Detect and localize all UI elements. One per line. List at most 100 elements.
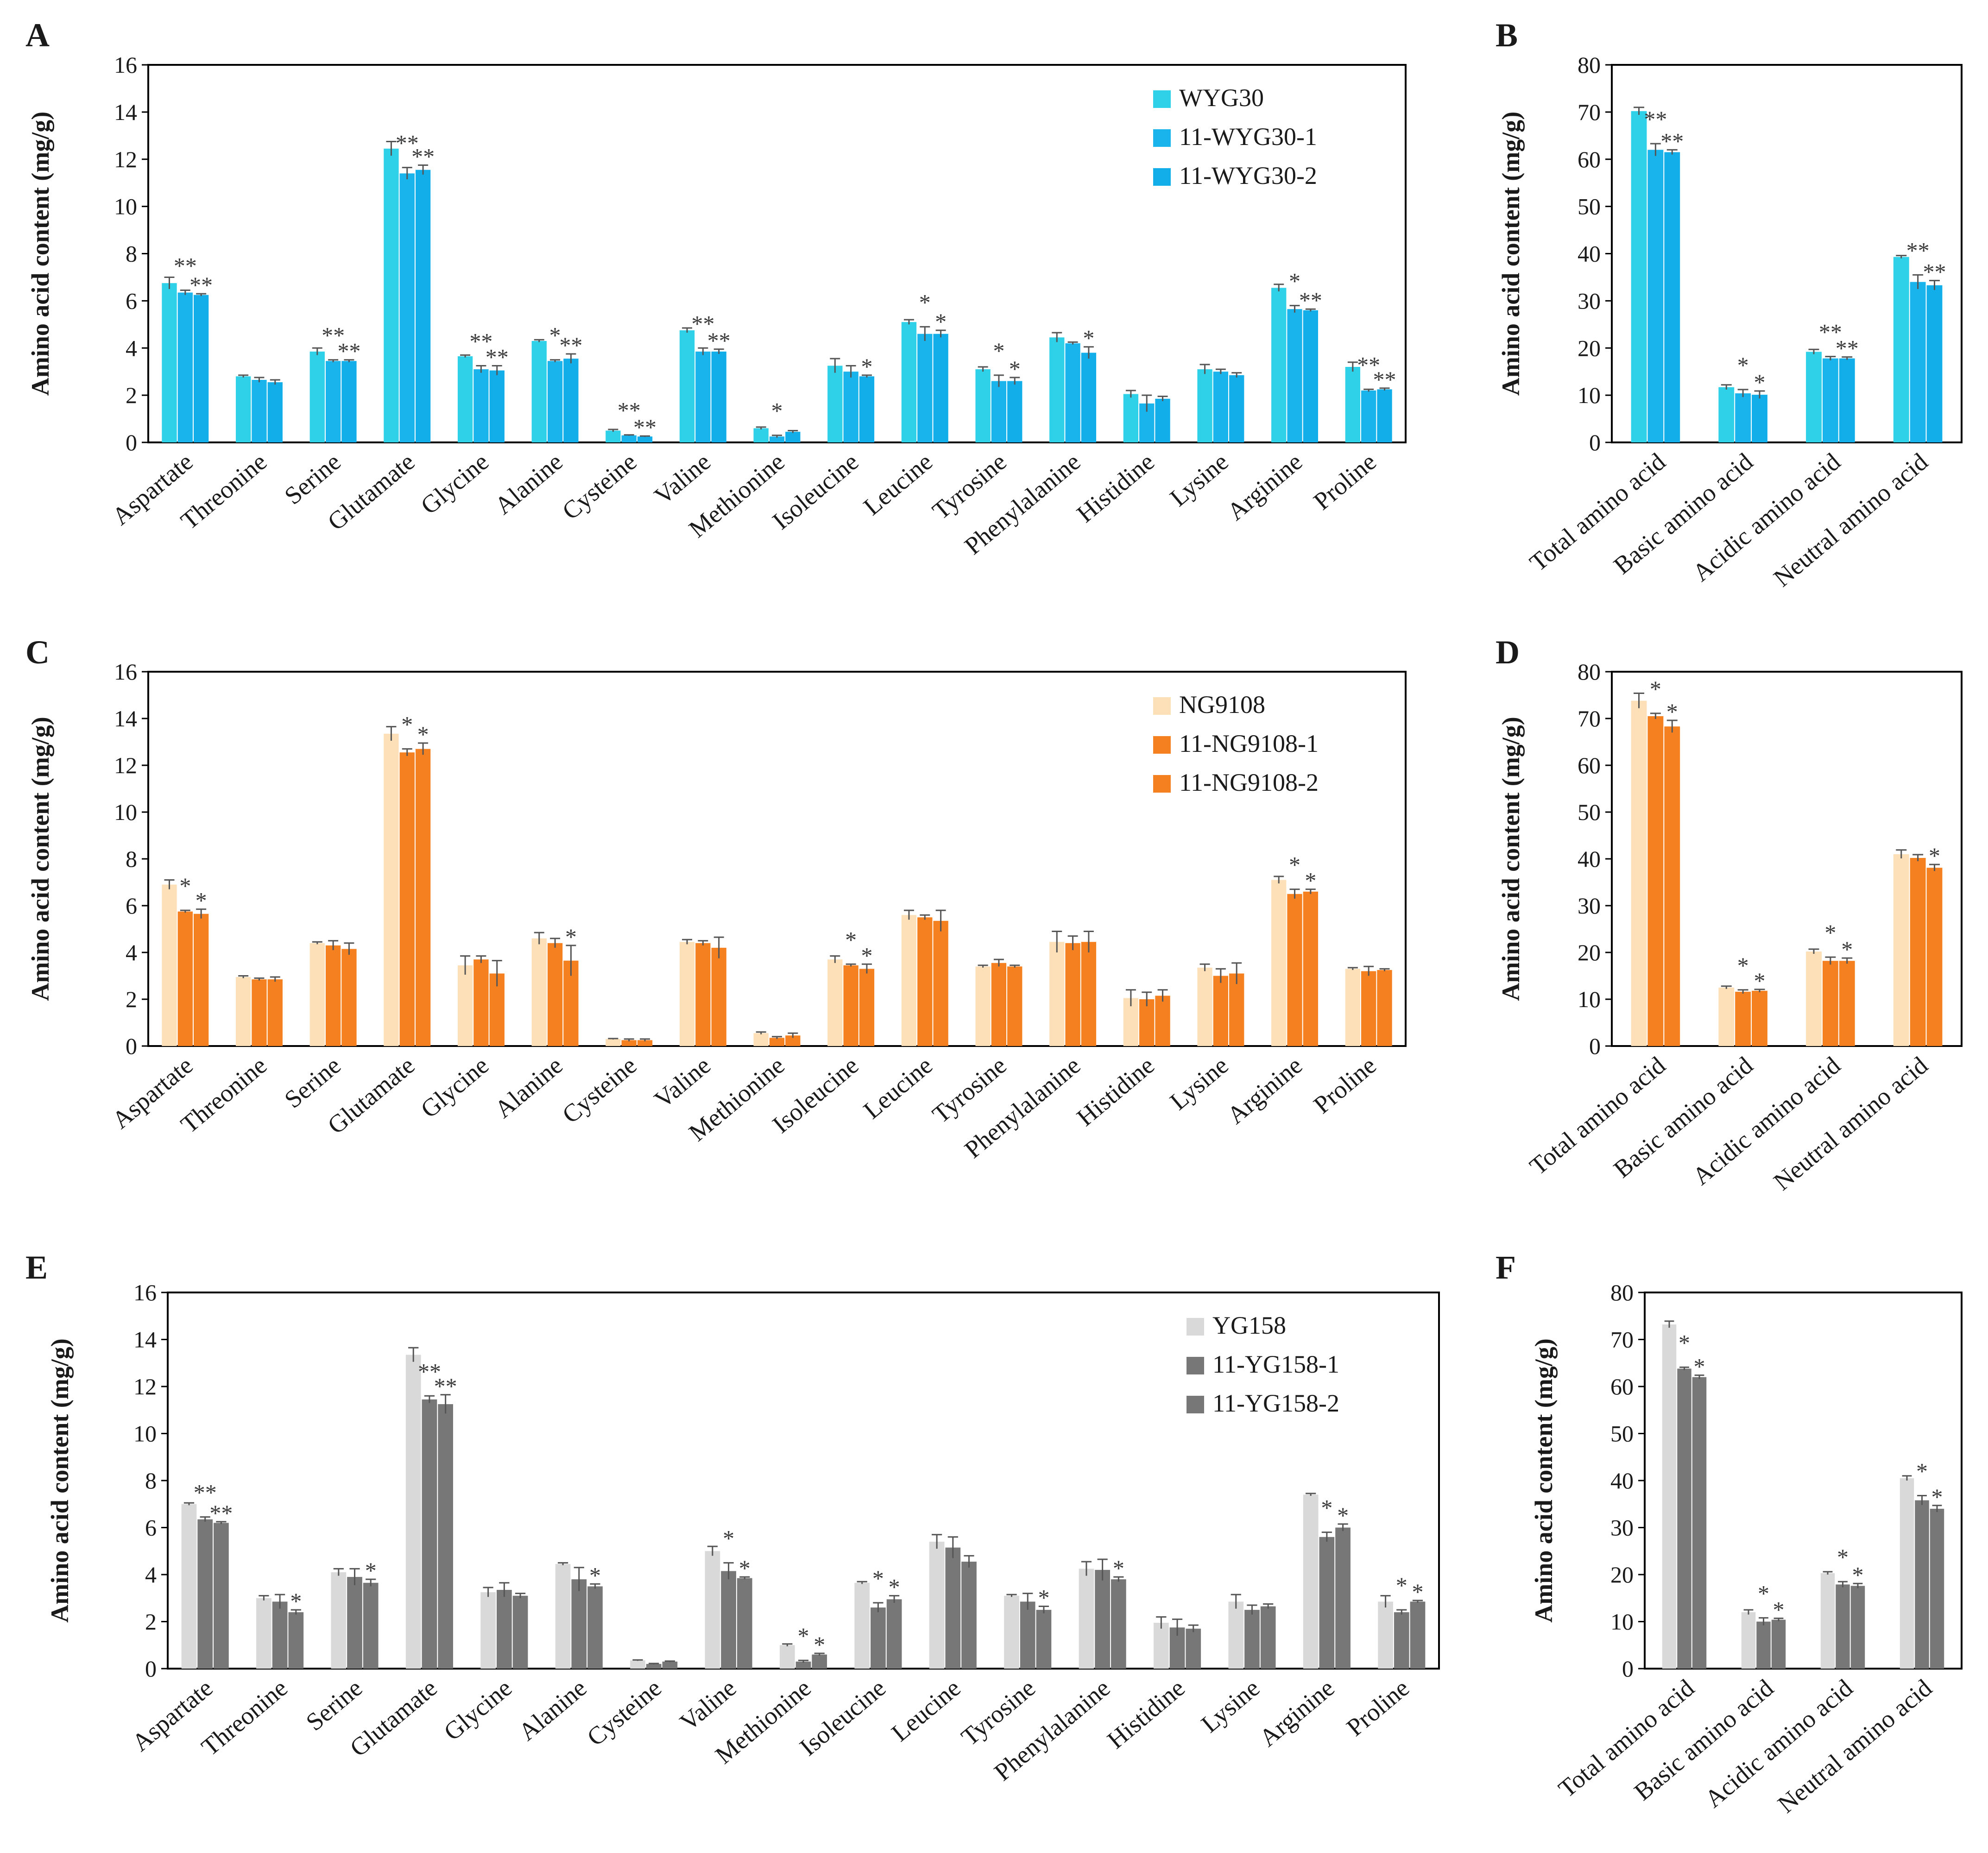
y-tick-label: 2	[145, 1609, 157, 1635]
bar-yg158-basic-amino-acid	[1741, 1612, 1756, 1669]
bar-11-yg158-2-methionine	[812, 1654, 827, 1669]
bar-ng9108-tyrosine	[975, 966, 991, 1046]
significance-mark: *	[723, 1525, 734, 1551]
significance-mark: **	[633, 414, 656, 440]
bar-11-wyg30-1-glutamate	[399, 173, 415, 442]
bar-11-ng9108-1-leucine	[917, 917, 933, 1046]
legend-swatch-11-yg158-1	[1186, 1357, 1204, 1374]
bar-11-ng9108-2-lysine	[1229, 973, 1244, 1046]
bar-yg158-phenylalanine	[1079, 1569, 1094, 1669]
significance-mark: *	[417, 721, 429, 747]
bar-wyg30-leucine	[901, 322, 917, 442]
bar-11-yg158-2-neutral-amino-acid	[1930, 1508, 1944, 1669]
bar-11-ng9108-2-histidine	[1155, 996, 1170, 1046]
bar-wyg30-phenylalanine	[1049, 337, 1065, 442]
significance-mark: **	[707, 328, 731, 353]
bar-11-yg158-1-threonine	[272, 1601, 288, 1669]
y-tick-label: 10	[1578, 382, 1601, 408]
y-tick-label: 20	[1578, 335, 1601, 361]
bar-11-yg158-1-proline	[1394, 1612, 1409, 1669]
significance-mark: **	[469, 328, 492, 354]
legend-swatch-ng9108	[1153, 697, 1171, 715]
bar-11-yg158-1-arginine	[1319, 1537, 1335, 1669]
y-tick-label: 12	[114, 752, 137, 778]
bar-11-ng9108-1-aspartate	[177, 911, 193, 1046]
bar-11-ng9108-1-serine	[325, 945, 341, 1046]
legend-label-yg158: YG158	[1212, 1311, 1286, 1339]
bar-11-ng9108-1-isoleucine	[843, 965, 858, 1046]
bar-wyg30-basic-amino-acid	[1718, 387, 1735, 442]
significance-mark: *	[1083, 325, 1094, 351]
y-tick-label: 70	[1610, 1327, 1634, 1353]
bar-11-wyg30-2-alanine	[563, 359, 579, 442]
significance-mark: *	[1758, 1580, 1769, 1606]
bar-11-ng9108-1-methionine	[769, 1038, 785, 1046]
y-axis-label: Amino acid content (mg/g)	[1497, 717, 1525, 1001]
bar-yg158-alanine	[555, 1564, 571, 1669]
bar-11-yg158-2-threonine	[288, 1612, 304, 1669]
bar-11-yg158-1-total-amino-acid	[1677, 1368, 1691, 1669]
legend-swatch-11-wyg30-1	[1153, 129, 1171, 147]
significance-mark: **	[418, 1358, 441, 1384]
significance-mark: **	[1357, 352, 1380, 378]
y-tick-label: 20	[1610, 1562, 1634, 1588]
bar-11-wyg30-2-glycine	[489, 370, 505, 442]
y-tick-label: 4	[145, 1562, 157, 1588]
y-tick-label: 16	[114, 52, 137, 78]
bar-11-yg158-2-aspartate	[214, 1523, 229, 1669]
bar-11-ng9108-2-methionine	[785, 1035, 801, 1046]
bar-11-wyg30-2-phenylalanine	[1081, 353, 1097, 442]
bar-11-yg158-1-methionine	[795, 1661, 811, 1669]
bar-11-wyg30-2-histidine	[1155, 398, 1170, 442]
significance-mark: **	[189, 272, 213, 298]
bar-11-ng9108-2-neutral-amino-acid	[1926, 868, 1943, 1046]
y-tick-label: 2	[126, 382, 137, 408]
bar-11-ng9108-1-glutamate	[399, 752, 415, 1046]
y-tick-label: 50	[1578, 799, 1601, 825]
bar-11-wyg30-1-neutral-amino-acid	[1910, 282, 1926, 442]
significance-mark: *	[1038, 1585, 1049, 1611]
significance-mark: *	[889, 1574, 900, 1600]
significance-mark: **	[559, 332, 582, 358]
bar-yg158-methionine	[779, 1645, 795, 1669]
bar-11-ng9108-2-phenylalanine	[1081, 942, 1097, 1046]
significance-mark: *	[1412, 1579, 1423, 1605]
bar-ng9108-basic-amino-acid	[1718, 987, 1735, 1046]
bar-11-ng9108-2-tyrosine	[1007, 966, 1022, 1046]
y-tick-label: 14	[114, 706, 137, 731]
significance-mark: *	[1321, 1495, 1332, 1521]
significance-mark: *	[1396, 1572, 1407, 1598]
y-tick-label: 12	[114, 146, 137, 172]
significance-mark: **	[691, 310, 714, 336]
bar-wyg30-total-amino-acid	[1631, 111, 1647, 442]
legend-label-11-wyg30-2: 11-WYG30-2	[1179, 162, 1317, 189]
bar-wyg30-threonine	[235, 376, 251, 442]
y-tick-label: 6	[126, 893, 137, 919]
y-tick-label: 70	[1578, 99, 1601, 125]
legend-label-11-yg158-1: 11-YG158-1	[1212, 1350, 1339, 1378]
bar-11-ng9108-1-proline	[1361, 971, 1376, 1046]
bar-11-yg158-2-total-amino-acid	[1692, 1377, 1707, 1669]
bar-11-yg158-2-leucine	[961, 1562, 977, 1669]
bar-11-wyg30-2-isoleucine	[859, 376, 875, 442]
bar-11-wyg30-2-basic-amino-acid	[1752, 395, 1767, 442]
significance-mark: *	[1650, 676, 1661, 702]
y-tick-label: 8	[126, 241, 137, 267]
legend-swatch-11-yg158-2	[1186, 1396, 1204, 1413]
bar-ng9108-alanine	[531, 938, 547, 1046]
significance-mark: **	[1906, 237, 1930, 263]
significance-mark: *	[1841, 936, 1853, 962]
significance-mark: **	[396, 130, 419, 156]
bar-yg158-glutamate	[405, 1355, 421, 1669]
y-tick-label: 12	[133, 1374, 157, 1399]
legend-swatch-11-ng9108-2	[1153, 775, 1171, 793]
significance-mark: *	[814, 1632, 825, 1658]
bar-11-wyg30-1-acidic-amino-acid	[1822, 358, 1838, 442]
bar-11-yg158-1-phenylalanine	[1095, 1569, 1110, 1669]
bar-11-yg158-1-isoleucine	[871, 1607, 886, 1669]
bar-11-wyg30-2-methionine	[785, 432, 801, 442]
bar-ng9108-arginine	[1271, 880, 1287, 1046]
bar-11-wyg30-2-serine	[341, 361, 357, 442]
legend-swatch-11-ng9108-1	[1153, 736, 1171, 754]
y-tick-label: 70	[1578, 706, 1601, 731]
